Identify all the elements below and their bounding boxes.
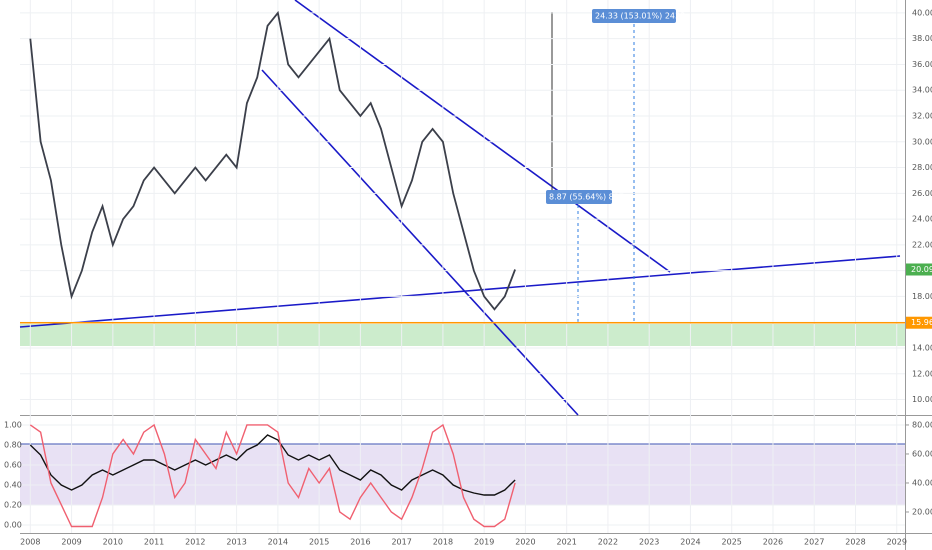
y-tick-label: 0.60 [4, 461, 22, 470]
series-line [29, 434, 516, 496]
x-tick-label: 2016 [350, 538, 370, 547]
x-tick-label: 2009 [61, 538, 81, 547]
y2-tick-label: 80.00 [912, 420, 932, 429]
y-tick-label: 0.20 [4, 501, 22, 510]
series-line [29, 10, 516, 311]
x-tick-label: 2012 [185, 538, 205, 547]
measure-box [592, 9, 676, 23]
x-tick-label: 2014 [268, 538, 288, 547]
x-tick-label: 2027 [804, 538, 824, 547]
y-tick-label: 34.00 [912, 86, 932, 95]
price-tag-label: 20.09 [911, 265, 932, 274]
y-tick-label: 30.00 [912, 137, 932, 146]
x-tick-label: 2025 [722, 538, 742, 547]
measure-label: 8.87 (55.64%) 887 [549, 193, 624, 202]
y-tick-label: 22.00 [912, 240, 932, 249]
y-tick-label: 40.00 [912, 8, 932, 17]
y-tick-label: 32.00 [912, 111, 932, 120]
series-line [29, 423, 516, 528]
y2-tick-label: 20.00 [912, 507, 932, 516]
y-tick-label: 38.00 [912, 34, 932, 43]
y-tick-label: 0.80 [4, 441, 22, 450]
x-tick-label: 2008 [20, 538, 40, 547]
x-tick-label: 2010 [103, 538, 123, 547]
x-tick-label: 2021 [556, 538, 576, 547]
x-tick-label: 2015 [309, 538, 329, 547]
y-tick-label: 28.00 [912, 163, 932, 172]
x-tick-label: 2017 [391, 538, 411, 547]
y-tick-label: 10.00 [912, 395, 932, 404]
x-tick-label: 2022 [598, 538, 618, 547]
y-tick-label: 14.00 [912, 343, 932, 352]
x-tick-label: 2024 [680, 538, 700, 547]
x-tick-label: 2023 [639, 538, 659, 547]
price-tag-label: 15.96 [911, 318, 932, 327]
x-tick-label: 2011 [144, 538, 164, 547]
trend-line [19, 255, 901, 328]
x-tick-label: 2013 [226, 538, 246, 547]
measure-label: 24.33 (153.01%) 2433 [595, 12, 685, 21]
y2-tick-label: 60.00 [912, 449, 932, 458]
y-tick-label: 1.00 [4, 421, 22, 430]
x-tick-label: 2018 [433, 538, 453, 547]
y-tick-label: 24.00 [912, 215, 932, 224]
y-tick-label: 36.00 [912, 60, 932, 69]
x-tick-label: 2020 [515, 538, 535, 547]
x-tick-label: 2026 [763, 538, 783, 547]
y-tick-label: 12.00 [912, 369, 932, 378]
x-tick-label: 2028 [845, 538, 865, 547]
y-tick-label: 0.00 [4, 521, 22, 530]
price-tag [906, 316, 932, 329]
y-tick-label: 0.40 [4, 481, 22, 490]
y-tick-label: 26.00 [912, 189, 932, 198]
x-tick-label: 2019 [474, 538, 494, 547]
support-zone [20, 324, 905, 346]
price-tag [906, 263, 932, 276]
y2-tick-label: 40.00 [912, 478, 932, 487]
measure-box [546, 190, 612, 204]
y-tick-label: 18.00 [912, 292, 932, 301]
x-tick-label: 2029 [887, 538, 907, 547]
